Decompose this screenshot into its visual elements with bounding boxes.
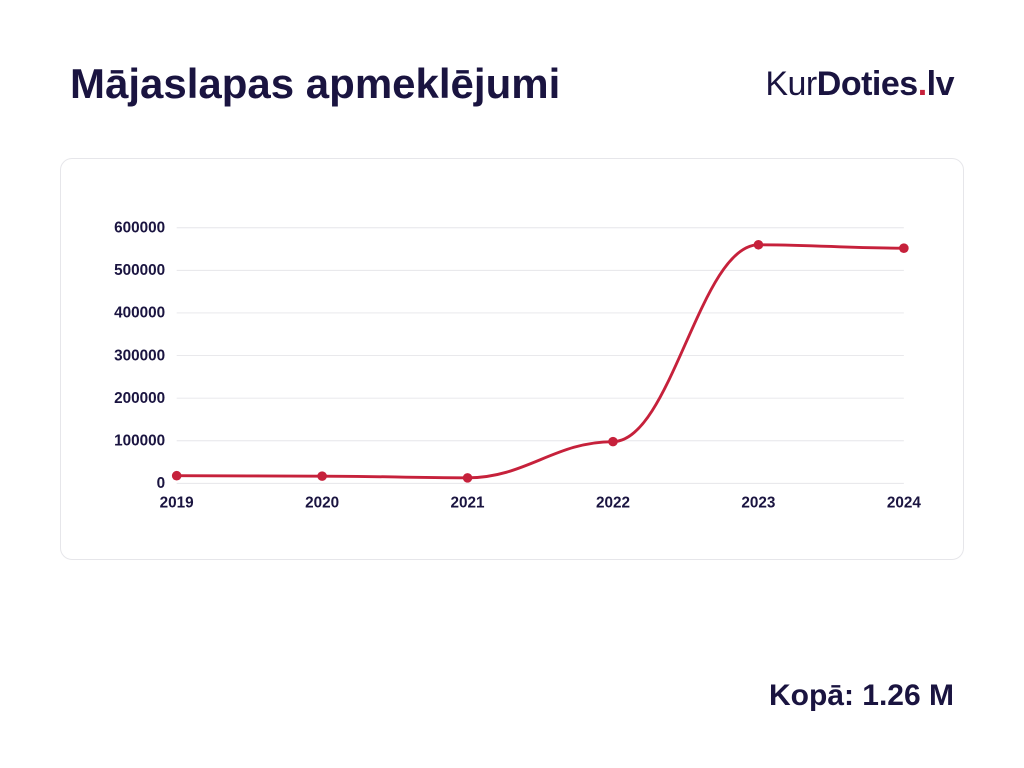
total-label: Kopā: 1.26 M	[769, 679, 954, 713]
chart-frame: 0 100000 200000 300000 400000 500000 600000 201…	[60, 158, 964, 560]
svg-text:100000: 100000	[114, 433, 165, 450]
logo-part-kur: Kur	[765, 65, 816, 103]
header: Mājaslapas apmeklējumi KurDoties.lv	[50, 60, 974, 108]
svg-text:2022: 2022	[596, 494, 630, 511]
page-title: Mājaslapas apmeklējumi	[70, 60, 560, 108]
svg-text:2023: 2023	[741, 494, 775, 511]
logo-dot: .	[918, 65, 927, 103]
svg-text:400000: 400000	[114, 305, 165, 322]
svg-text:200000: 200000	[114, 390, 165, 407]
svg-text:2019: 2019	[160, 494, 194, 511]
page: Mājaslapas apmeklējumi KurDoties.lv 0 100…	[0, 0, 1024, 768]
svg-text:2024: 2024	[887, 494, 922, 511]
logo-tld: lv	[927, 65, 954, 103]
svg-text:600000: 600000	[114, 220, 165, 237]
svg-text:0: 0	[157, 475, 166, 492]
svg-text:2021: 2021	[451, 494, 486, 511]
svg-text:300000: 300000	[114, 347, 165, 364]
logo-part-doties: Doties	[817, 65, 918, 103]
line-chart: 0 100000 200000 300000 400000 500000 600000 201…	[81, 189, 923, 529]
svg-text:2020: 2020	[305, 494, 339, 511]
brand-logo: KurDoties.lv	[765, 65, 954, 104]
svg-text:500000: 500000	[114, 262, 165, 279]
